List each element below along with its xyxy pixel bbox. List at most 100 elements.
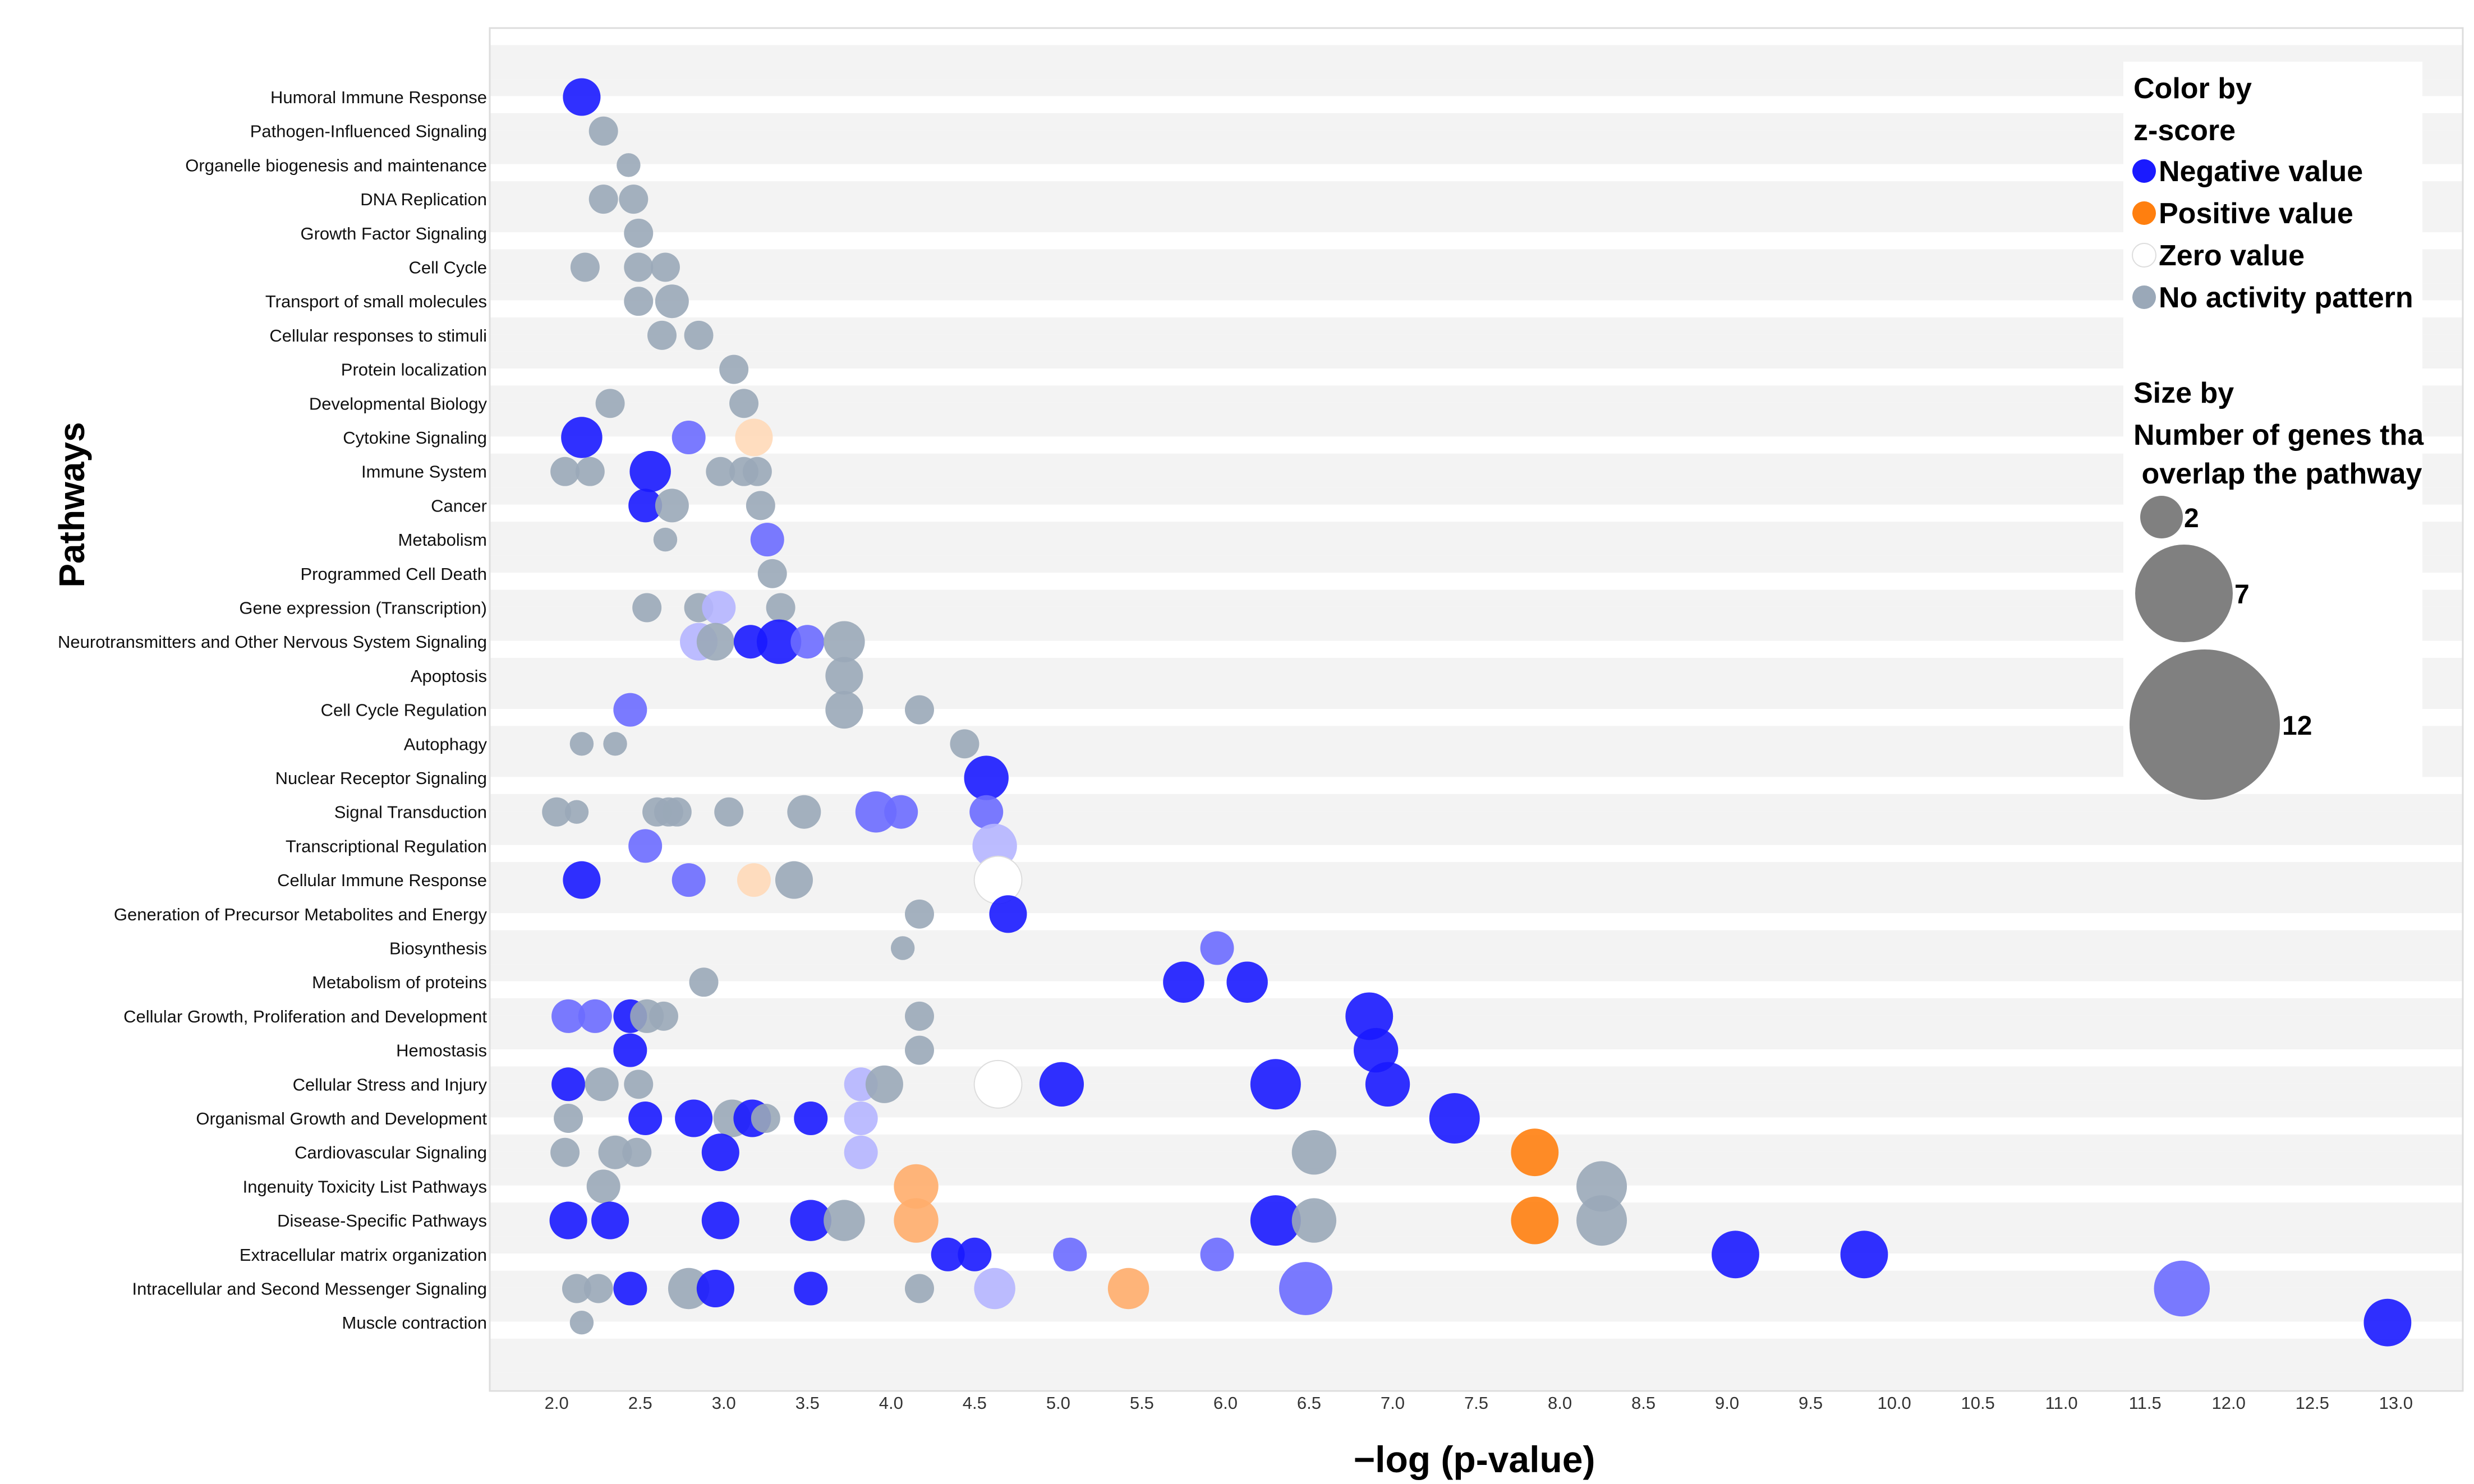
bubble [1353, 1027, 1399, 1073]
bubble [551, 1067, 586, 1102]
row-band [490, 981, 2463, 998]
bubble [931, 1237, 965, 1271]
bubble [624, 252, 654, 282]
bubble [701, 1133, 739, 1172]
bubble [569, 732, 594, 756]
bubble [672, 421, 706, 454]
bubble [905, 1001, 934, 1031]
x-tick-label: 8.5 [1631, 1393, 1656, 1413]
legend-size-subtitle-2: overlap the pathway [2133, 458, 2422, 490]
legend-color-label: Negative value [2159, 155, 2363, 188]
category-label: Cellular Immune Response [277, 870, 487, 890]
bubble [714, 797, 744, 827]
bubble [624, 1070, 654, 1099]
bubble [787, 795, 821, 829]
row-band [490, 998, 2463, 1016]
bubble [655, 284, 689, 319]
row-band [490, 1151, 2463, 1169]
bubble [617, 153, 641, 177]
bubble [668, 1268, 710, 1310]
row-band [490, 896, 2463, 914]
bubble [974, 1268, 1015, 1310]
category-label: Cell Cycle [408, 258, 487, 278]
bubble [1107, 1268, 1149, 1310]
bubble [655, 488, 689, 523]
row-band [490, 45, 2463, 62]
row-band [490, 1066, 2463, 1084]
row-band [490, 1356, 2463, 1373]
x-tick-label: 5.5 [1130, 1393, 1154, 1413]
category-label: Growth Factor Signaling [300, 224, 487, 243]
category-label: Extracellular matrix organization [240, 1245, 487, 1265]
row-band [490, 1202, 2463, 1220]
row-band [490, 1305, 2463, 1322]
category-label: Neurotransmitters and Other Nervous Syst… [58, 632, 487, 652]
bubble [551, 999, 586, 1033]
bubble [894, 1164, 939, 1209]
bubble [649, 1001, 678, 1031]
legend-size-label: 2 [2184, 504, 2199, 533]
category-label: Biosynthesis [389, 939, 487, 958]
bubble [794, 1102, 828, 1135]
category-label: Disease-Specific Pathways [277, 1211, 487, 1230]
bubble [751, 1104, 780, 1133]
bubble [1511, 1128, 1559, 1177]
bubble [696, 1269, 734, 1308]
row-labels: Humoral Immune Response Pathogen-Influenc… [58, 87, 487, 1333]
row-band [490, 1321, 2463, 1339]
legend-color-subtitle: z-score [2133, 114, 2236, 147]
row-band [490, 1134, 2463, 1152]
bubble [844, 1102, 878, 1135]
bubble [603, 732, 627, 756]
bubble [619, 185, 649, 214]
x-tick-label: 9.0 [1715, 1393, 1739, 1413]
bubble [598, 1135, 632, 1169]
x-tick-label: 3.0 [712, 1393, 736, 1413]
category-label: Developmental Biology [309, 394, 488, 413]
bubble [824, 1200, 865, 1241]
bubble [824, 621, 865, 662]
x-tick-label: 11.5 [2129, 1393, 2162, 1413]
bubble [794, 1271, 828, 1306]
bubble [613, 1271, 647, 1306]
row-band [490, 1015, 2463, 1033]
bubble [905, 695, 934, 725]
row-band [490, 930, 2463, 947]
bubble [894, 1198, 939, 1243]
bubble [632, 593, 662, 623]
x-tick-label: 4.5 [963, 1393, 987, 1413]
bubble [729, 389, 759, 418]
legend-color-label: Zero value [2159, 239, 2305, 272]
bubble [905, 1035, 934, 1065]
bubble [542, 797, 572, 827]
row-band [490, 1219, 2463, 1237]
legend-color-swatch [2132, 201, 2156, 225]
bubble [554, 1104, 583, 1133]
row-band [490, 1032, 2463, 1049]
bubble [865, 1065, 903, 1103]
bubble [650, 252, 680, 282]
bubble [969, 795, 1004, 829]
x-tick-label: 8.0 [1548, 1393, 1572, 1413]
category-label: Cancer [431, 496, 487, 515]
category-label: Cell Cycle Regulation [321, 700, 487, 720]
bubble [719, 354, 749, 384]
x-tick-label: 7.0 [1381, 1393, 1405, 1413]
bubble [647, 320, 677, 350]
bubble [766, 593, 795, 623]
category-label: Gene expression (Transcription) [239, 598, 487, 618]
bubble [585, 1067, 619, 1102]
category-label: Pathogen-Influenced Signaling [250, 122, 487, 141]
legend-color-title: Color by [2133, 72, 2252, 105]
row-band [490, 794, 2463, 812]
bubble [561, 417, 603, 458]
bubble [622, 1137, 652, 1167]
bubble [613, 693, 647, 727]
bubble [2154, 1260, 2210, 1317]
bubble [628, 829, 663, 863]
bubble [844, 1135, 878, 1169]
bubble [950, 729, 980, 759]
category-label: Transport of small molecules [265, 292, 487, 311]
row-band [490, 862, 2463, 879]
